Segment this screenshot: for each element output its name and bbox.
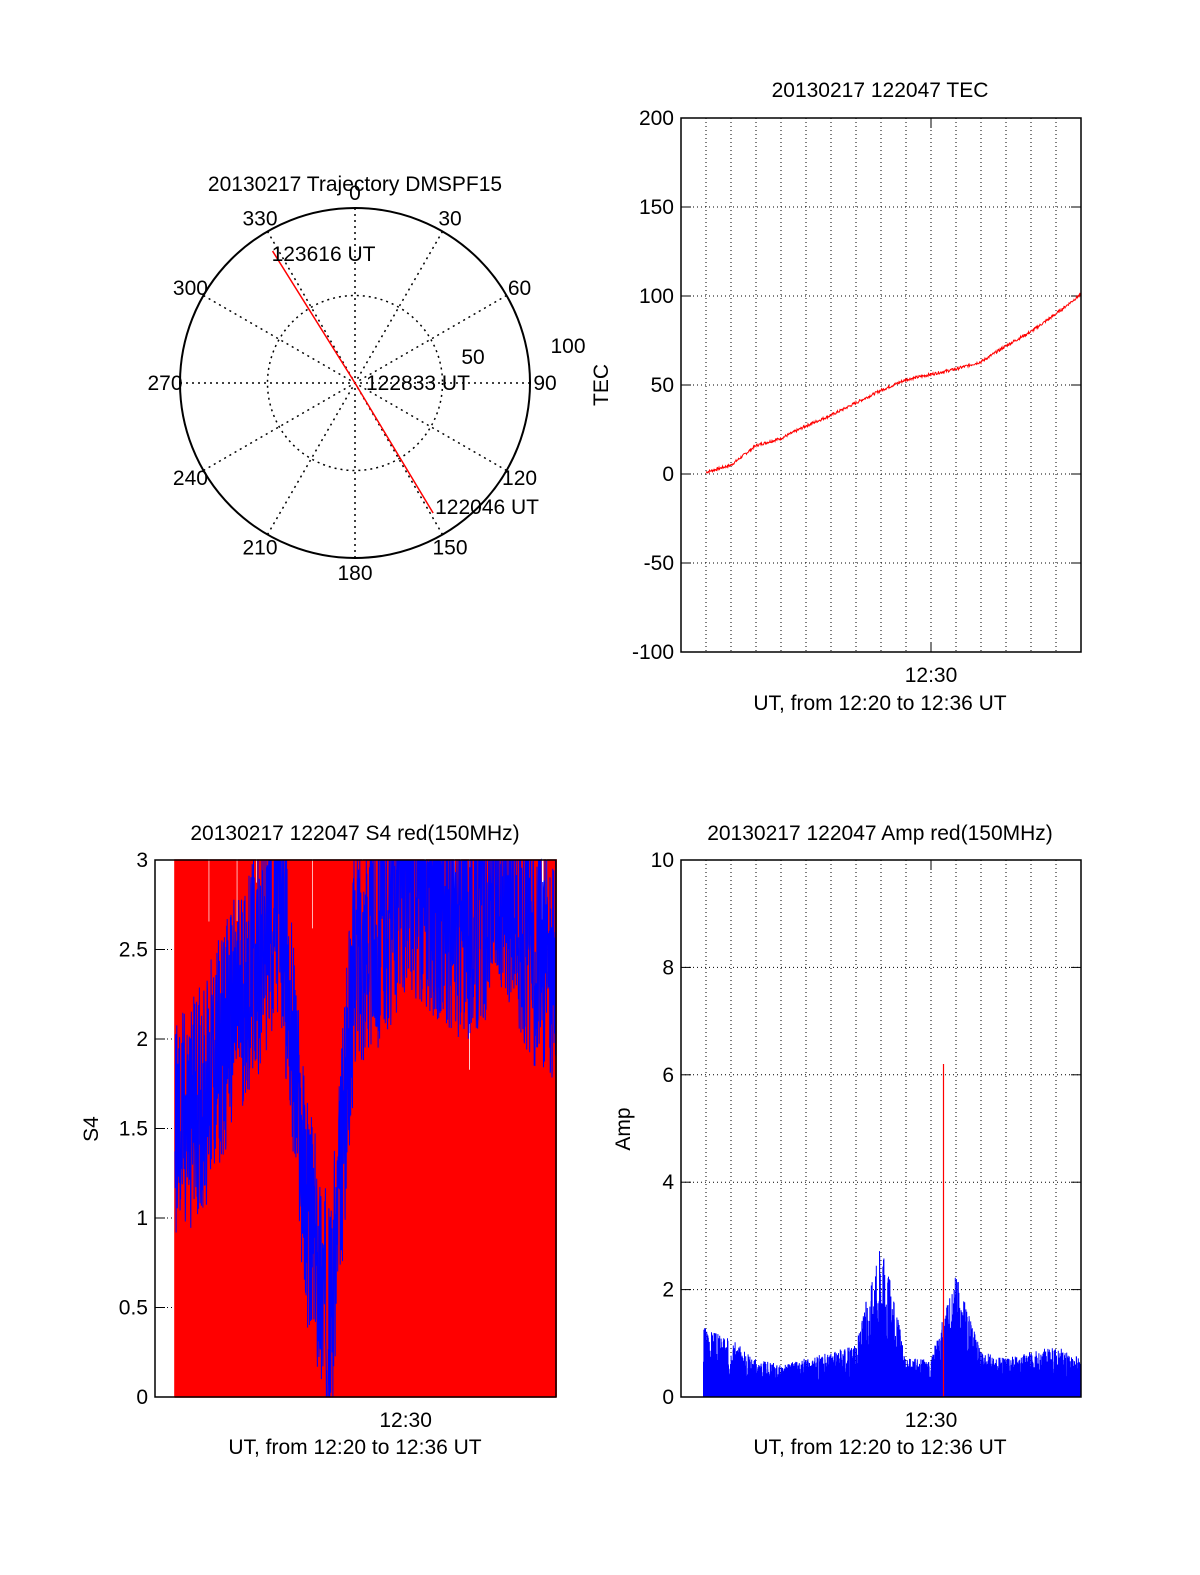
y-tick-label: 100 [639, 285, 674, 308]
polar-angle-label: 120 [502, 467, 537, 490]
trajectory-mid-label: 122833 UT [366, 372, 470, 395]
tec-series-line [705, 292, 1082, 475]
s4-blue-series [174, 858, 557, 1398]
y-tick-label: 0 [662, 463, 674, 486]
trajectory-start-label: 123616 UT [272, 243, 376, 266]
y-tick-label: -100 [632, 641, 674, 664]
polar-radial-label: 50 [461, 346, 484, 369]
y-tick-label: 4 [662, 1171, 674, 1194]
y-tick-label: 2 [136, 1028, 148, 1051]
y-tick-label: 2.5 [119, 939, 148, 962]
amp-ylabel: Amp [612, 1107, 635, 1150]
polar-angle-label: 210 [242, 537, 277, 560]
amp-title: 20130217 122047 Amp red(150MHz) [707, 822, 1053, 845]
trajectory-line [271, 250, 434, 514]
tec-xlabel: UT, from 12:20 to 12:36 UT [753, 692, 1006, 715]
s4-ylabel: S4 [80, 1116, 103, 1142]
y-tick-label: 1 [136, 1207, 148, 1230]
plot-frame [680, 117, 1082, 653]
y-tick-label: 10 [651, 849, 674, 872]
polar-angle-label: 30 [438, 207, 461, 230]
x-tick-label: 12:30 [379, 1409, 432, 1432]
y-tick-label: 0 [136, 1386, 148, 1409]
amp-xlabel: UT, from 12:20 to 12:36 UT [753, 1436, 1006, 1459]
x-tick-label: 12:30 [905, 664, 958, 687]
y-tick-label: 0 [662, 1386, 674, 1409]
y-tick-label: 150 [639, 196, 674, 219]
polar-trajectory-plot: 20130217 Trajectory DMSPF15 0 30 60 90 120 15… [147, 173, 585, 585]
polar-inner-circle [266, 294, 444, 472]
polar-angle-label: 60 [508, 277, 531, 300]
s4-xlabel: UT, from 12:20 to 12:36 UT [228, 1436, 481, 1459]
tec-plot: 20130217 122047 TEC UT, from 12:20 to 12… [590, 79, 1082, 715]
tec-title: 20130217 122047 TEC [772, 79, 989, 102]
polar-title: 20130217 Trajectory DMSPF15 [208, 173, 502, 196]
y-tick-label: 1.5 [119, 1118, 148, 1141]
polar-radial-label: 100 [550, 335, 585, 358]
amp-blue-series [703, 1251, 1082, 1398]
tec-plot-body: -100 -50 0 50 100 150 200 12:30 [632, 107, 1082, 687]
plot-frame [154, 859, 557, 1398]
plot-frame [680, 859, 1082, 1398]
y-tick-label: 0.5 [119, 1297, 148, 1320]
x-tick-label: 12:30 [905, 1409, 958, 1432]
y-tick-label: 3 [136, 849, 148, 872]
polar-angle-label: 240 [173, 467, 208, 490]
polar-angle-label: 150 [432, 537, 467, 560]
y-tick-label: 8 [662, 956, 674, 979]
polar-angle-label: 180 [337, 562, 372, 585]
polar-angle-label: 90 [533, 372, 556, 395]
y-tick-label: 200 [639, 107, 674, 130]
y-tick-label: 2 [662, 1279, 674, 1302]
polar-angle-label: 0 [349, 182, 361, 205]
y-tick-label: -50 [644, 552, 674, 575]
s4-plot-body: 0 0.5 1 1.5 2 2.5 3 12:30 [119, 849, 557, 1432]
polar-angle-labels: 0 30 60 90 120 150 180 210 240 270 300 330 100 50 [147, 182, 585, 585]
y-tick-label: 6 [662, 1064, 674, 1087]
s4-plot: 20130217 122047 S4 red(150MHz) UT, from … [80, 822, 557, 1459]
polar-track: 123616 UT 122833 UT 122046 UT [272, 243, 540, 519]
amp-plot: 20130217 122047 Amp red(150MHz) UT, from… [612, 822, 1082, 1459]
tec-ylabel: TEC [590, 364, 613, 406]
polar-angle-label: 330 [242, 207, 277, 230]
trajectory-end-label: 122046 UT [435, 496, 539, 519]
amp-plot-body: 0 2 4 6 8 10 12:30 [651, 849, 1082, 1432]
s4-title: 20130217 122047 S4 red(150MHz) [190, 822, 519, 845]
polar-angle-label: 270 [147, 372, 182, 395]
polar-angle-label: 300 [173, 277, 208, 300]
y-tick-label: 50 [651, 374, 674, 397]
